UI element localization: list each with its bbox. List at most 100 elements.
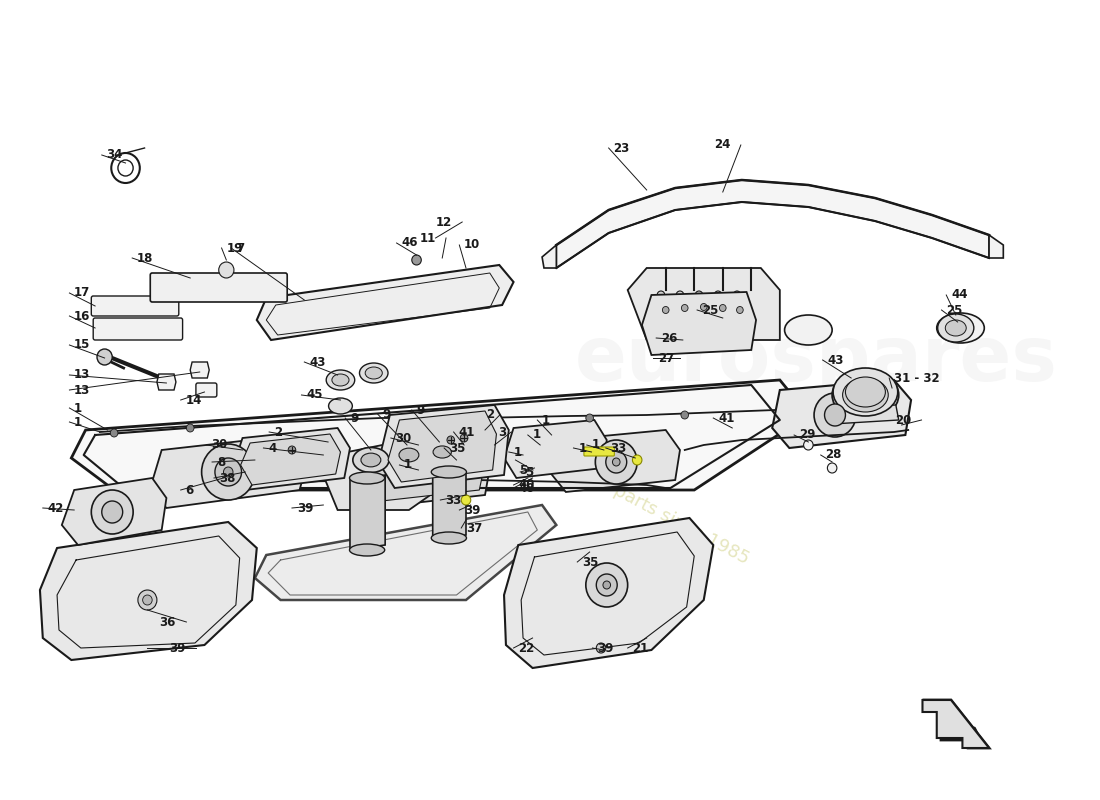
Text: 45: 45 [306,389,322,402]
Ellipse shape [332,374,349,386]
Circle shape [102,501,123,523]
Circle shape [214,458,242,486]
Text: 29: 29 [799,429,815,442]
Circle shape [219,262,234,278]
Ellipse shape [937,314,974,342]
Circle shape [681,305,689,311]
Text: 30: 30 [396,431,411,445]
Text: 40: 40 [518,482,535,494]
Text: 11: 11 [419,231,436,245]
FancyBboxPatch shape [151,273,287,302]
Text: a passion for parts since 1985: a passion for parts since 1985 [503,424,752,568]
Circle shape [632,455,642,465]
Circle shape [586,563,628,607]
Circle shape [186,424,194,432]
FancyBboxPatch shape [91,296,179,316]
Circle shape [737,306,744,314]
Text: 31 - 32: 31 - 32 [894,371,939,385]
Circle shape [676,291,684,299]
Circle shape [827,463,837,473]
Polygon shape [241,434,341,485]
Text: 1: 1 [404,458,412,471]
Polygon shape [388,411,496,482]
Circle shape [138,590,157,610]
Ellipse shape [399,448,419,462]
Ellipse shape [833,368,898,416]
Text: 24: 24 [714,138,730,151]
Ellipse shape [784,315,832,345]
Text: 41: 41 [459,426,475,438]
Text: 39: 39 [169,642,186,654]
Circle shape [460,434,467,442]
Text: 14: 14 [186,394,201,406]
Text: 25: 25 [946,303,962,317]
Ellipse shape [350,544,385,556]
Text: 39: 39 [597,642,614,654]
Text: 4: 4 [268,442,276,454]
Text: 1: 1 [74,402,82,414]
Text: 19: 19 [227,242,243,254]
Text: 9: 9 [417,403,425,417]
Polygon shape [354,448,490,508]
Text: 16: 16 [74,310,90,322]
Text: 17: 17 [74,286,90,299]
Circle shape [719,305,726,311]
Polygon shape [923,700,989,748]
Circle shape [143,595,152,605]
FancyBboxPatch shape [408,461,448,471]
Text: 15: 15 [74,338,90,351]
Text: 46: 46 [402,237,418,250]
Text: 22: 22 [518,642,535,654]
Text: 12: 12 [436,215,452,229]
Ellipse shape [350,472,385,484]
Polygon shape [642,292,756,355]
Text: 1: 1 [514,446,521,458]
Text: 1: 1 [532,429,541,442]
Circle shape [714,291,722,299]
Text: 1: 1 [579,442,586,454]
Text: 39: 39 [464,503,481,517]
Text: 20: 20 [894,414,911,426]
Text: 34: 34 [107,149,123,162]
Ellipse shape [353,447,389,473]
Text: 13: 13 [74,383,90,397]
Polygon shape [542,245,557,268]
Text: 9: 9 [350,411,359,425]
Polygon shape [360,454,483,502]
Polygon shape [504,518,713,668]
Circle shape [825,404,846,426]
Text: 28: 28 [825,449,842,462]
Polygon shape [40,522,256,660]
Circle shape [97,349,112,365]
Ellipse shape [329,398,352,414]
Text: 43: 43 [309,355,326,369]
Text: 27: 27 [658,351,674,365]
Text: 37: 37 [466,522,482,534]
FancyBboxPatch shape [584,447,615,456]
Text: 42: 42 [47,502,64,514]
Polygon shape [256,265,514,340]
Text: 13: 13 [74,369,90,382]
Text: 21: 21 [632,642,649,654]
Text: 25: 25 [702,303,718,317]
Circle shape [613,458,620,466]
Polygon shape [504,420,607,478]
Polygon shape [628,268,780,340]
Ellipse shape [390,442,427,467]
Text: 1: 1 [542,414,550,426]
Text: 23: 23 [614,142,629,154]
Circle shape [447,436,454,444]
Text: 30: 30 [211,438,228,451]
Text: 40: 40 [518,478,535,491]
Circle shape [461,495,471,505]
FancyBboxPatch shape [196,383,217,397]
Text: eurospares: eurospares [574,323,1057,397]
Polygon shape [255,505,557,600]
Circle shape [804,440,813,450]
Text: 33: 33 [446,494,461,506]
Text: 35: 35 [449,442,465,454]
Circle shape [411,255,421,265]
Ellipse shape [431,532,466,544]
Ellipse shape [361,453,381,467]
Ellipse shape [832,370,899,420]
